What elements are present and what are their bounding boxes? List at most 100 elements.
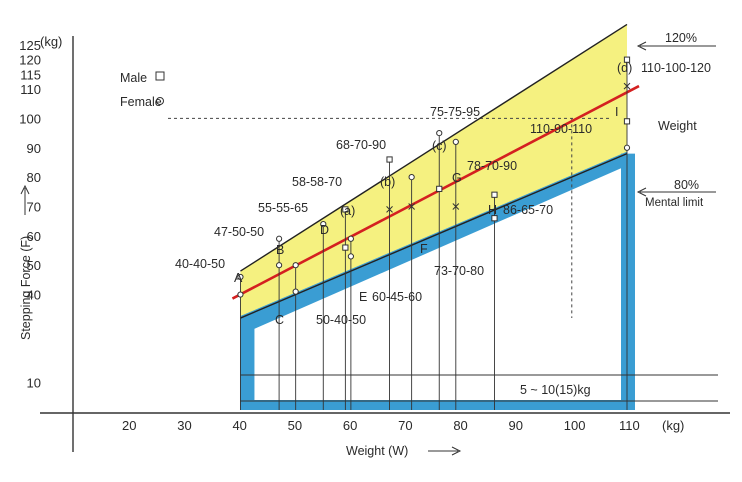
x-tick-label-20: 20 [122, 418, 136, 433]
x-tick-label-80: 80 [453, 418, 467, 433]
data-point-18 [452, 203, 460, 210]
annotation-letter-12: (d) [617, 61, 632, 75]
data-point-4 [292, 262, 299, 269]
x-tick-label-100: 100 [564, 418, 586, 433]
data-point-16 [436, 185, 443, 192]
annotation-value-8: 75-75-95 [430, 105, 480, 119]
label-weight: Weight [658, 119, 697, 133]
data-point-14 [408, 203, 415, 210]
label-mental-limit: Mental limit [645, 197, 704, 209]
series-line-120 [240, 23, 628, 272]
x-axis-unit: (kg) [662, 418, 684, 433]
y-tick-label-100: 100 [19, 111, 41, 126]
annotation-letter-5: E [359, 290, 367, 304]
data-point-17 [452, 138, 459, 145]
annotation-value-9: 78-70-90 [467, 159, 517, 173]
annotation-letter-4: (a) [340, 204, 355, 218]
annotation-letter-6: (b) [380, 175, 395, 189]
data-point-7 [342, 244, 349, 251]
y-axis-label: Stepping Force (F) [19, 236, 33, 340]
x-tick-label-110: 110 [619, 418, 640, 433]
annotation-value-0: 40-40-50 [175, 257, 225, 271]
series-line-weight [231, 84, 640, 300]
annotation-letter-7: F [420, 242, 428, 256]
axes-layer [20, 36, 730, 456]
mental-limit-band [240, 151, 627, 331]
y-tick-label-10: 10 [27, 376, 41, 391]
annotation-value-11: 110-90-110 [530, 122, 592, 136]
series-line-80 [240, 152, 628, 319]
annotation-letter-8: (c) [432, 139, 447, 153]
data-point-15 [436, 129, 443, 137]
x-tick-label-70: 70 [398, 418, 412, 433]
annotation-letter-10: H [488, 203, 497, 217]
data-point-10 [347, 253, 354, 260]
x-tick-label-40: 40 [232, 418, 246, 433]
label-80-percent: 80% [674, 178, 699, 192]
annotation-value-5: 60-45-60 [372, 290, 422, 304]
annotation-letter-0: A [234, 271, 243, 285]
left-band-post [240, 318, 255, 410]
x-axis-arrowhead [451, 446, 462, 456]
data-point-22 [623, 82, 631, 90]
legend-label-square: Male [120, 71, 147, 85]
lines-layer [231, 23, 640, 410]
legend-circle-marker [156, 97, 164, 105]
annotation-letter-11: I [615, 105, 618, 119]
band-range-label: 5 ~ 10(15)kg [520, 383, 591, 397]
data-point-21 [623, 56, 631, 63]
data-point-9 [347, 235, 354, 242]
annotation-letter-3: D [320, 223, 329, 237]
data-point-0 [237, 273, 244, 281]
right-band-post [621, 153, 635, 410]
y-tick-label-90: 90 [27, 141, 41, 156]
x-tick-label-30: 30 [177, 418, 191, 433]
label-120-percent: 120% [665, 31, 697, 45]
data-point-6 [320, 220, 327, 228]
legend-square-marker [155, 71, 165, 81]
legend-label-circle: Female [120, 95, 162, 109]
annotation-value-7: 73-70-80 [434, 264, 484, 278]
y-tick-label-120: 120 [19, 53, 41, 68]
y-tick-label-110: 110 [20, 82, 41, 97]
x-tick-label-60: 60 [343, 418, 357, 433]
x-tick-label-50: 50 [288, 418, 302, 433]
data-point-23 [623, 118, 631, 125]
annotation-letter-1: B [276, 243, 284, 257]
annotation-value-1: 47-50-50 [214, 225, 264, 239]
y-tick-label-60: 60 [27, 229, 41, 244]
data-point-24 [623, 144, 631, 151]
annotation-value-3: 55-55-65 [258, 201, 308, 215]
annotation-value-2: 50-40-50 [316, 313, 366, 327]
y-axis-arrowhead [20, 184, 30, 195]
annotation-letter-2: C [275, 313, 284, 327]
fills-layer [240, 24, 635, 410]
data-point-3 [276, 262, 283, 269]
data-point-1 [237, 291, 244, 298]
y-tick-label-70: 70 [27, 199, 41, 214]
data-point-12 [386, 206, 393, 213]
annotation-value-6: 68-70-90 [336, 138, 386, 152]
data-point-19 [491, 191, 498, 198]
x-axis-label: Weight (W) [346, 444, 408, 458]
annotation-value-12: 110-100-120 [641, 61, 711, 75]
annotation-value-10: 86-65-70 [503, 203, 553, 217]
bottom-band [240, 400, 635, 410]
y-tick-label-80: 80 [27, 170, 41, 185]
text-layer: 20 30 40 50 60 70 80 90 100 110 (kg) 10 40 50 60 70 80 90… [19, 31, 711, 458]
marks-layer [155, 56, 631, 298]
data-point-2 [276, 235, 283, 242]
y-tick-label-50: 50 [27, 258, 41, 273]
arrowhead-80 [636, 187, 647, 197]
data-point-20 [491, 215, 498, 222]
data-point-11 [386, 156, 393, 163]
x-tick-label-90: 90 [509, 418, 523, 433]
arrowhead-120 [636, 41, 647, 51]
data-point-5 [292, 288, 299, 295]
y-tick-label-125: 125 [19, 38, 41, 53]
y-tick-label-40: 40 [27, 288, 41, 303]
data-point-8 [342, 206, 349, 213]
annotation-value-4: 58-58-70 [292, 175, 342, 189]
